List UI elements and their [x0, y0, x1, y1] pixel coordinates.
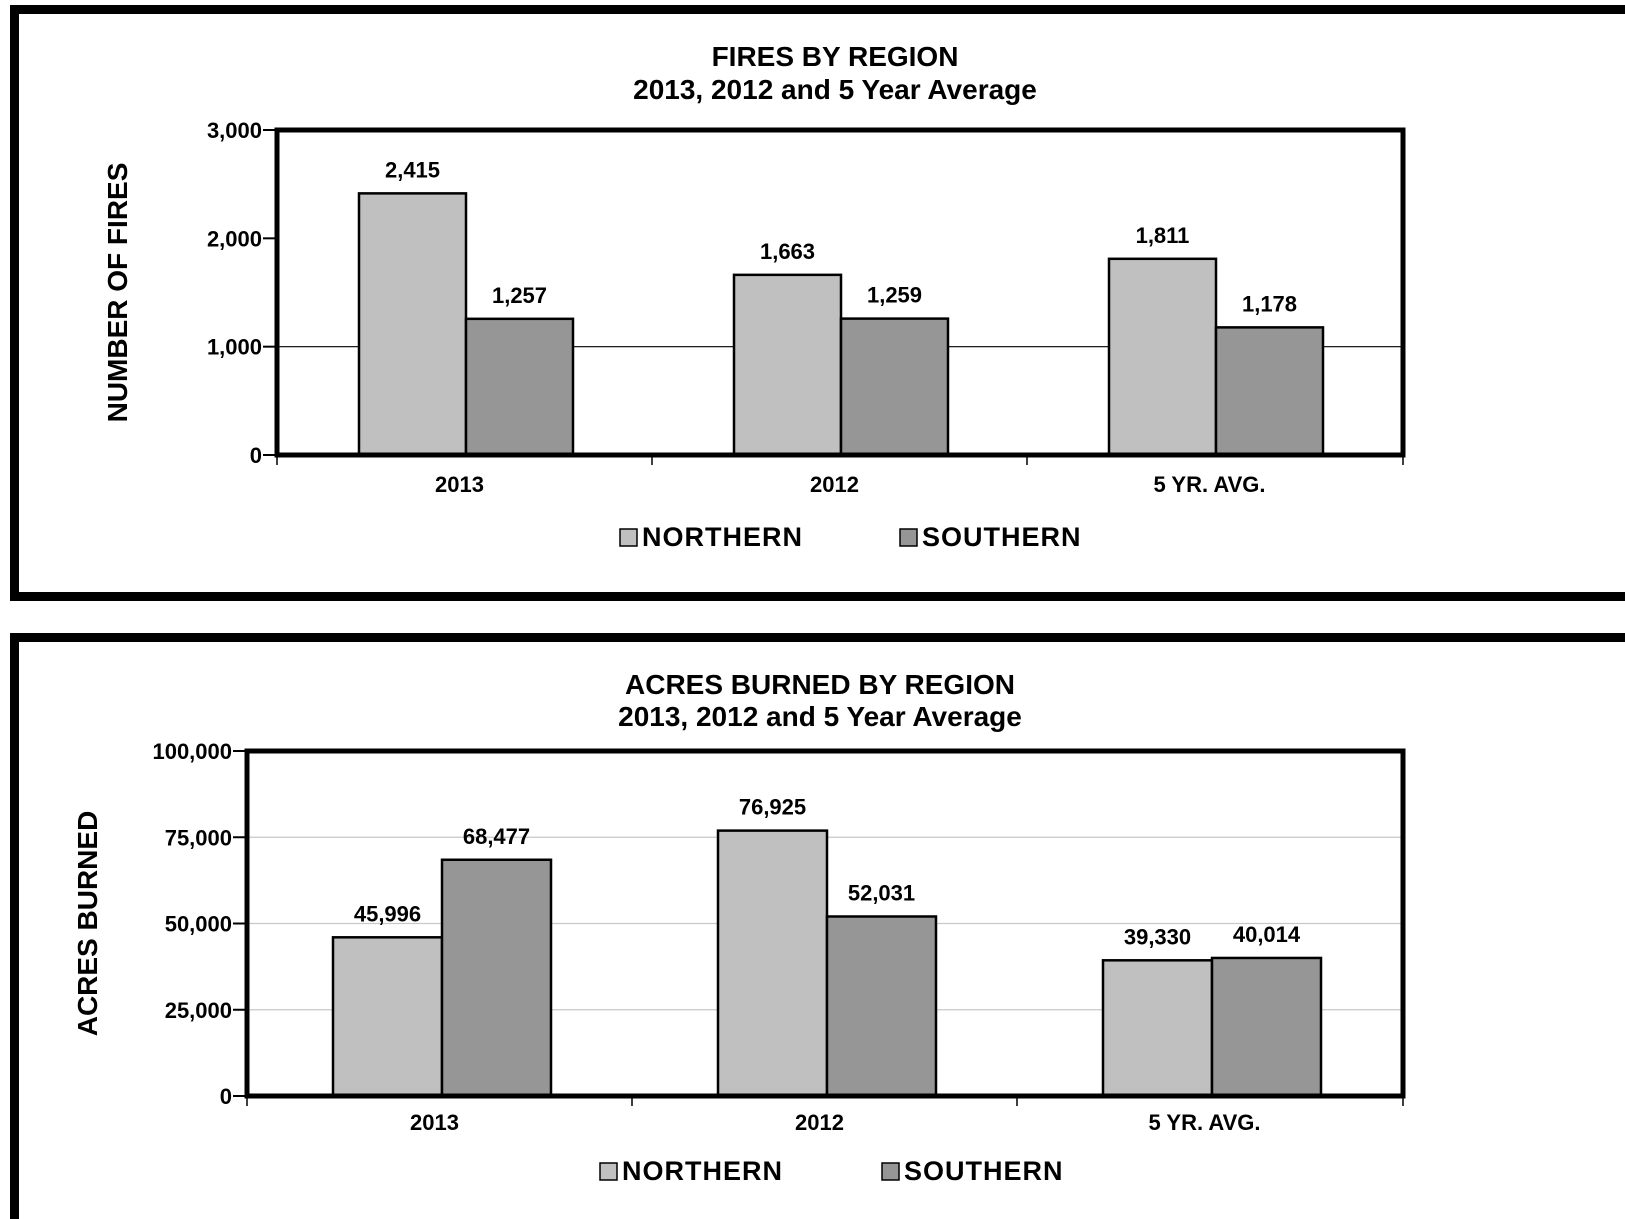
acres-ytick-label-2: 50,000 [165, 912, 232, 937]
acres-bar-southern-1 [825, 915, 938, 1098]
fires-chart-subtitle: 2013, 2012 and 5 Year Average [633, 74, 1037, 105]
acres-bar-northern-0 [331, 936, 444, 1098]
fires-data-label-northern-1: 1,663 [760, 239, 815, 264]
acres-category-label-2: 5 YR. AVG. [1148, 1110, 1260, 1135]
fires-data-label-southern-1: 1,259 [867, 283, 922, 308]
fires-bar-southern-1 [839, 317, 950, 457]
fires-bar-northern-2 [1107, 257, 1218, 457]
acres-legend-label-northern: NORTHERN [622, 1156, 783, 1186]
fires-bar-southern-0 [464, 317, 575, 457]
acres-category-label-0: 2013 [410, 1110, 459, 1135]
acres-plot-frame [244, 748, 1406, 1099]
fires-data-label-southern-2: 1,178 [1242, 291, 1297, 316]
acres-ytick-label-3: 75,000 [165, 825, 232, 850]
fires-ytick-label-0: 0 [250, 443, 262, 468]
fires-legend-swatch-northern [619, 528, 638, 547]
acres-category-label-1: 2012 [795, 1110, 844, 1135]
fires-category-label-0: 2013 [435, 472, 484, 497]
acres-data-label-southern-1: 52,031 [848, 880, 915, 905]
acres-bar-southern-2 [1210, 956, 1323, 1098]
acres-chart-title: ACRES BURNED BY REGION [625, 669, 1015, 700]
acres-chart-subtitle: 2013, 2012 and 5 Year Average [618, 701, 1022, 732]
acres-legend-swatch-northern [599, 1162, 618, 1181]
fires-data-label-northern-2: 1,811 [1136, 223, 1190, 248]
acres-legend-label-southern: SOUTHERN [904, 1156, 1064, 1186]
fires-category-label-2: 5 YR. AVG. [1153, 472, 1265, 497]
fires-plot-frame [274, 127, 1406, 458]
acres-y-axis-label: ACRES BURNED [72, 811, 103, 1037]
acres-legend-swatch-southern [881, 1162, 900, 1181]
fires-bar-northern-0 [357, 192, 468, 457]
acres-ytick-label-4: 100,000 [152, 739, 232, 764]
fires-legend-swatch-southern [899, 528, 918, 547]
fires-legend-label-southern: SOUTHERN [922, 522, 1082, 552]
acres-bar-northern-1 [716, 829, 829, 1098]
fires-legend-label-northern: NORTHERN [642, 522, 803, 552]
acres-bar-northern-2 [1101, 959, 1214, 1098]
fires-category-label-1: 2012 [810, 472, 859, 497]
acres-ytick-label-1: 25,000 [165, 998, 232, 1023]
fires-data-label-southern-0: 1,257 [492, 283, 547, 308]
acres-data-label-northern-1: 76,925 [739, 795, 806, 820]
acres-bar-southern-0 [440, 858, 553, 1098]
acres-data-label-southern-0: 68,477 [463, 824, 530, 849]
fires-bar-southern-2 [1214, 326, 1325, 457]
fires-ytick-label-3: 3,000 [207, 118, 262, 143]
fires-y-axis-label: NUMBER OF FIRES [102, 163, 133, 423]
acres-ytick-label-0: 0 [220, 1084, 232, 1109]
acres-data-label-southern-2: 40,014 [1233, 922, 1301, 947]
fires-ytick-label-2: 2,000 [207, 226, 262, 251]
acres-data-label-northern-2: 39,330 [1124, 924, 1191, 949]
fires-bar-northern-1 [732, 273, 843, 457]
fires-chart-title: FIRES BY REGION [712, 41, 959, 72]
fires-data-label-northern-0: 2,415 [385, 157, 440, 182]
acres-data-label-northern-0: 45,996 [354, 901, 421, 926]
fires-ytick-label-1: 1,000 [207, 335, 262, 360]
